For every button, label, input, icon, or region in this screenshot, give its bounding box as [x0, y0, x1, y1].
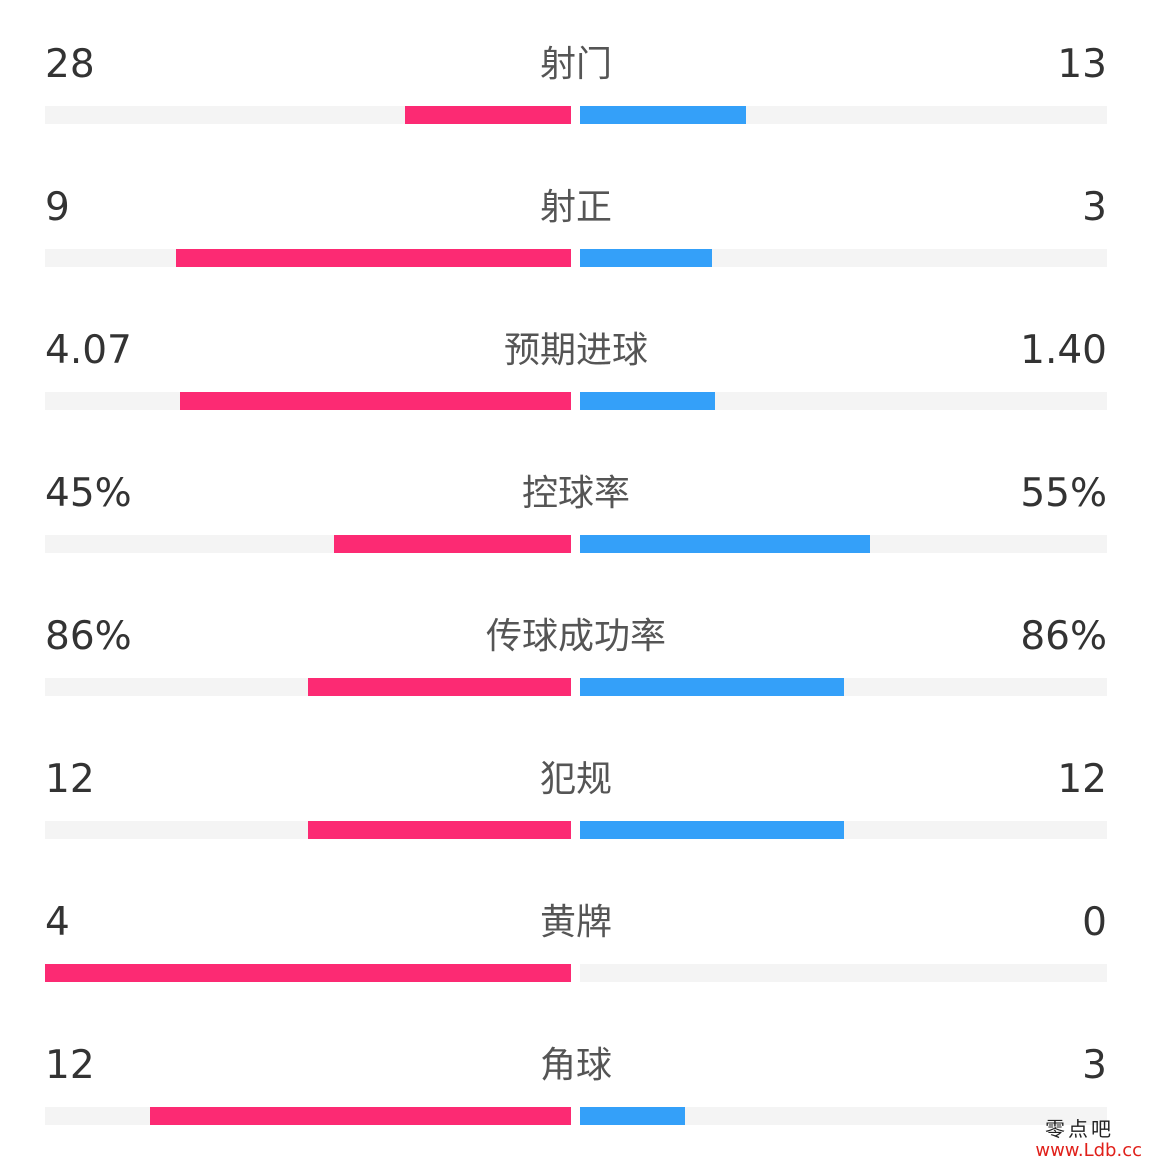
stat-label: 犯规: [539, 759, 612, 800]
home-track: [45, 249, 571, 267]
away-bar: [580, 535, 870, 553]
home-bar: [308, 821, 571, 839]
away-track: [580, 964, 1107, 982]
away-value: 13: [1057, 42, 1107, 87]
home-bar: [45, 964, 571, 982]
home-bar: [150, 1107, 571, 1125]
home-bar: [176, 249, 571, 267]
stat-label: 角球: [539, 1045, 612, 1086]
watermark-brand: 零点吧: [1045, 1117, 1114, 1141]
away-bar: [580, 678, 844, 696]
away-track: [580, 535, 1107, 553]
home-track: [45, 392, 571, 410]
home-track: [45, 1107, 571, 1125]
stat-label: 射门: [539, 44, 612, 85]
away-track: [580, 821, 1107, 839]
away-track: [580, 249, 1107, 267]
home-value: 45%: [45, 471, 132, 516]
away-track: [580, 1107, 1107, 1125]
home-value: 9: [45, 185, 70, 230]
away-bar: [580, 392, 715, 410]
away-value: 86%: [1020, 614, 1107, 659]
home-bar: [405, 106, 571, 124]
stat-row: 4 黄牌 0: [0, 863, 1152, 1003]
stat-row: 9 射正 3: [0, 148, 1152, 288]
home-value: 12: [45, 757, 95, 802]
home-track: [45, 535, 571, 553]
home-value: 4.07: [45, 328, 132, 373]
watermark-url: www.Ldb.cc: [1035, 1140, 1142, 1161]
away-value: 3: [1082, 185, 1107, 230]
away-bar: [580, 1107, 685, 1125]
away-bar: [580, 106, 746, 124]
stat-row: 4.07 预期进球 1.40: [0, 291, 1152, 431]
away-value: 55%: [1020, 471, 1107, 516]
away-value: 3: [1082, 1043, 1107, 1088]
away-value: 0: [1082, 900, 1107, 945]
home-track: [45, 106, 571, 124]
home-track: [45, 964, 571, 982]
away-track: [580, 392, 1107, 410]
stat-row: 12 角球 3: [0, 1006, 1152, 1146]
home-value: 28: [45, 42, 95, 87]
away-value: 12: [1057, 757, 1107, 802]
home-bar: [308, 678, 571, 696]
home-value: 4: [45, 900, 70, 945]
stat-row: 45% 控球率 55%: [0, 434, 1152, 574]
home-track: [45, 678, 571, 696]
stat-label: 控球率: [521, 473, 630, 514]
away-bar: [580, 821, 844, 839]
watermark: 零点吧 www.Ldb.cc: [992, 1113, 1142, 1163]
stat-row: 86% 传球成功率 86%: [0, 577, 1152, 717]
home-track: [45, 821, 571, 839]
home-value: 86%: [45, 614, 132, 659]
stat-label: 射正: [539, 187, 612, 228]
away-track: [580, 678, 1107, 696]
home-bar: [334, 535, 571, 553]
stat-label: 预期进球: [503, 330, 648, 371]
stat-row: 28 射门 13: [0, 5, 1152, 145]
away-track: [580, 106, 1107, 124]
away-bar: [580, 249, 712, 267]
stat-row: 12 犯规 12: [0, 720, 1152, 860]
home-value: 12: [45, 1043, 95, 1088]
stat-label: 传球成功率: [485, 616, 666, 657]
away-value: 1.40: [1020, 328, 1107, 373]
home-bar: [180, 392, 571, 410]
stat-label: 黄牌: [539, 902, 612, 943]
